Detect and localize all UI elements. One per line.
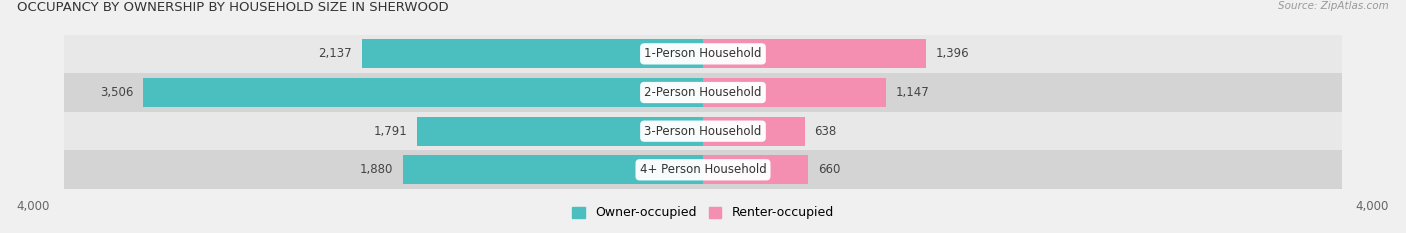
Bar	[63, 151, 1343, 189]
Bar	[143, 78, 703, 107]
Text: 4+ Person Household: 4+ Person Household	[640, 163, 766, 176]
Bar	[703, 155, 808, 184]
Text: 3,506: 3,506	[100, 86, 134, 99]
Text: Source: ZipAtlas.com: Source: ZipAtlas.com	[1278, 1, 1389, 11]
Text: 660: 660	[818, 163, 841, 176]
Legend: Owner-occupied, Renter-occupied: Owner-occupied, Renter-occupied	[568, 201, 838, 224]
Bar	[703, 117, 804, 146]
Bar	[402, 155, 703, 184]
Text: 1,880: 1,880	[360, 163, 394, 176]
Text: 3-Person Household: 3-Person Household	[644, 125, 762, 138]
Text: 2,137: 2,137	[318, 47, 352, 60]
Text: 638: 638	[814, 125, 837, 138]
Text: 4,000: 4,000	[1355, 200, 1389, 213]
Text: 4,000: 4,000	[17, 200, 51, 213]
Text: 1-Person Household: 1-Person Household	[644, 47, 762, 60]
Bar	[63, 112, 1343, 151]
Text: OCCUPANCY BY OWNERSHIP BY HOUSEHOLD SIZE IN SHERWOOD: OCCUPANCY BY OWNERSHIP BY HOUSEHOLD SIZE…	[17, 1, 449, 14]
Text: 1,396: 1,396	[935, 47, 969, 60]
Bar	[416, 117, 703, 146]
Bar	[63, 73, 1343, 112]
Text: 1,147: 1,147	[896, 86, 929, 99]
Bar	[361, 39, 703, 68]
Text: 1,791: 1,791	[374, 125, 408, 138]
Text: 2-Person Household: 2-Person Household	[644, 86, 762, 99]
Bar	[63, 34, 1343, 73]
Bar	[703, 39, 927, 68]
Bar	[703, 78, 886, 107]
